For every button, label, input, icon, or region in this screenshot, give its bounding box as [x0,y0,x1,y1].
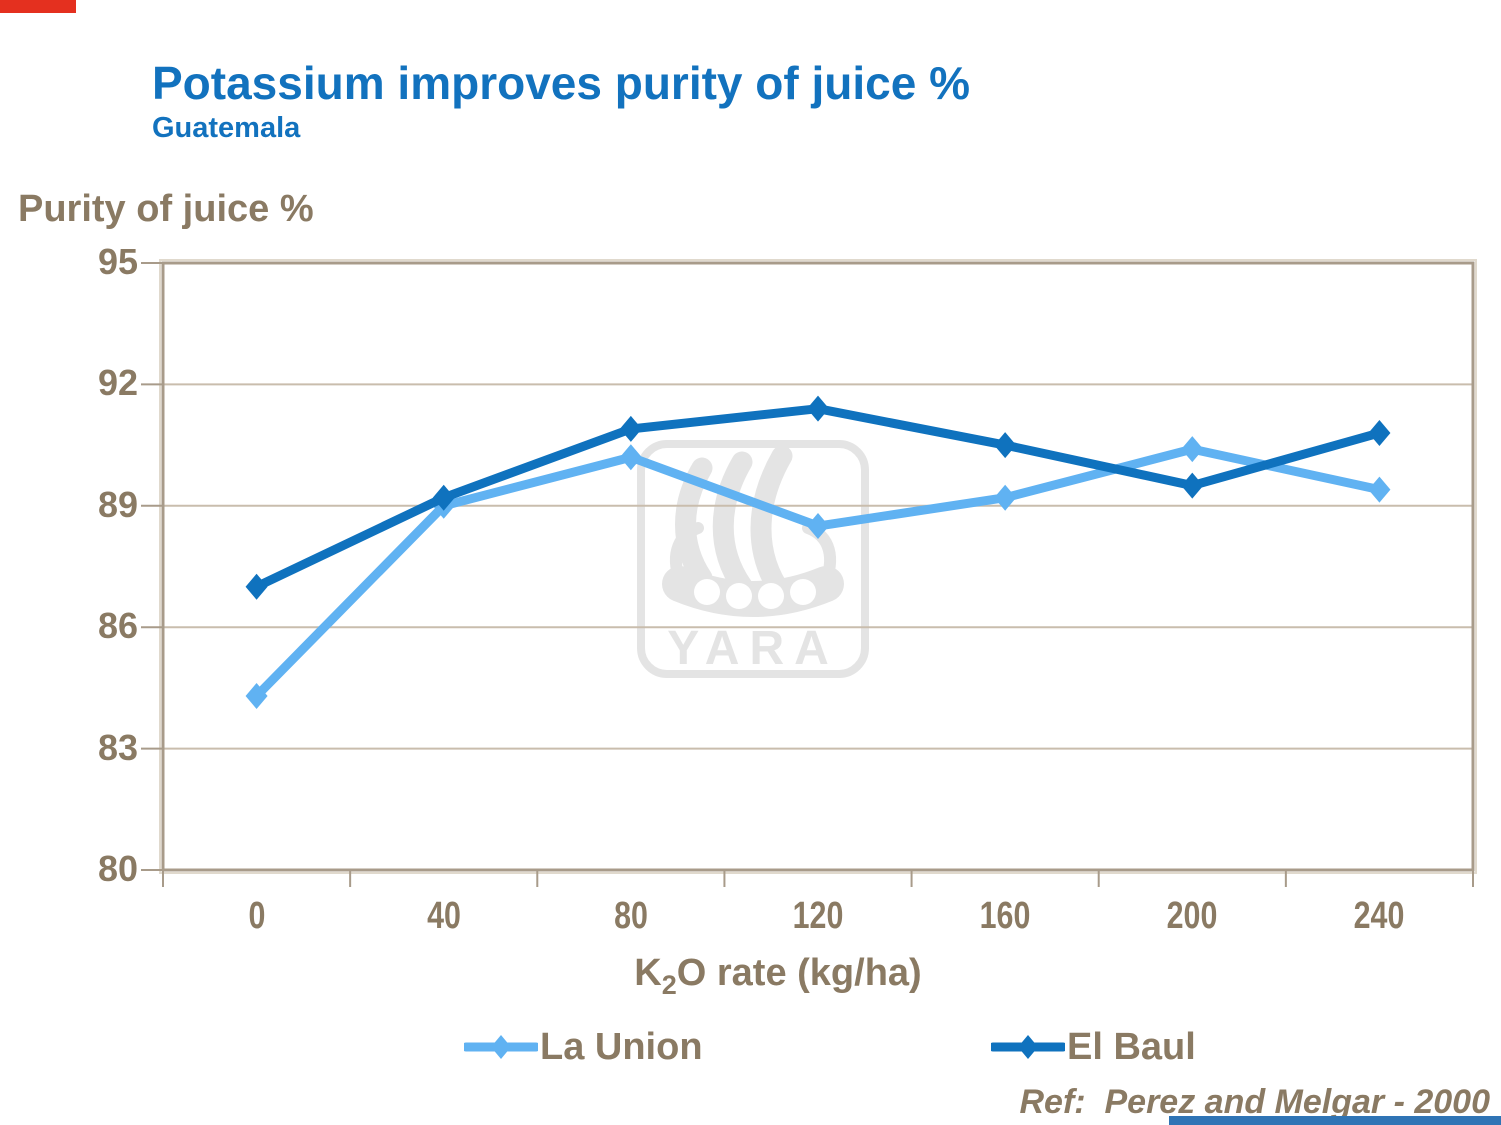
x-tick-label: 40 [426,895,461,937]
series-point-la-union-240 [1368,476,1391,503]
plot-border [161,261,1475,872]
series-point-el-baul-200 [1181,472,1204,499]
legend-label-el-baul: El Baul [1067,1025,1196,1068]
series-point-la-union-200 [1181,436,1204,463]
series-point-la-union-0 [245,682,268,709]
x-axis-title: K2O rate (kg/ha) [478,952,1078,1000]
series-point-el-baul-80 [619,415,642,442]
y-tick-label: 92 [97,362,138,404]
yara-watermark-text: YARA [667,622,839,675]
plot-border-highlight [159,259,1477,874]
top-left-accent-bar [0,0,76,13]
legend-marker-el-baul [991,1035,1065,1059]
series-point-el-baul-120 [807,395,829,422]
series-point-el-baul-240 [1368,419,1391,446]
x-axis-title-main: K [634,952,662,994]
yara-logo-watermark: YARA [637,440,869,678]
series-point-el-baul-160 [994,432,1017,459]
legend-marker-la-union [464,1035,538,1059]
chart-subtitle: Guatemala [152,112,301,144]
x-tick-label: 160 [979,895,1031,937]
x-tick-label: 80 [613,895,648,937]
x-axis-title-subscript: 2 [661,970,677,1000]
y-axis-title: Purity of juice % [18,188,314,230]
series-point-la-union-80 [619,444,642,471]
bottom-right-accent-bar [1169,1116,1501,1125]
x-tick-label: 240 [1354,895,1405,937]
series-point-el-baul-0 [245,573,268,600]
series-point-la-union-160 [994,484,1017,511]
legend-diamond-icon [491,1035,511,1059]
y-tick-label: 95 [97,241,138,282]
y-tick-label: 80 [97,848,138,889]
y-tick-label: 86 [97,605,138,647]
chart-title: Potassium improves purity of juice % [152,57,970,109]
legend-label-la-union: La Union [540,1025,703,1068]
x-tick-label: 0 [248,895,266,937]
legend-diamond-icon [1018,1035,1038,1059]
series-line-el-baul [252,404,1384,592]
legend-item-el-baul: El Baul [991,1024,1196,1070]
x-tick-label: 120 [792,895,844,937]
series-point-el-baul-40 [432,484,455,511]
reference-text: Ref: Perez and Melgar - 2000 [1019,1083,1490,1121]
x-tick-label: 200 [1166,895,1218,937]
legend-item-la-union: La Union [464,1024,703,1070]
series-point-la-union-120 [807,513,829,540]
y-tick-label: 83 [97,726,138,768]
y-tick-label: 89 [97,483,138,525]
yara-ship-icon [662,445,844,617]
yara-watermark-frame [637,440,869,678]
x-axis-title-rest: O rate (kg/ha) [676,952,922,994]
